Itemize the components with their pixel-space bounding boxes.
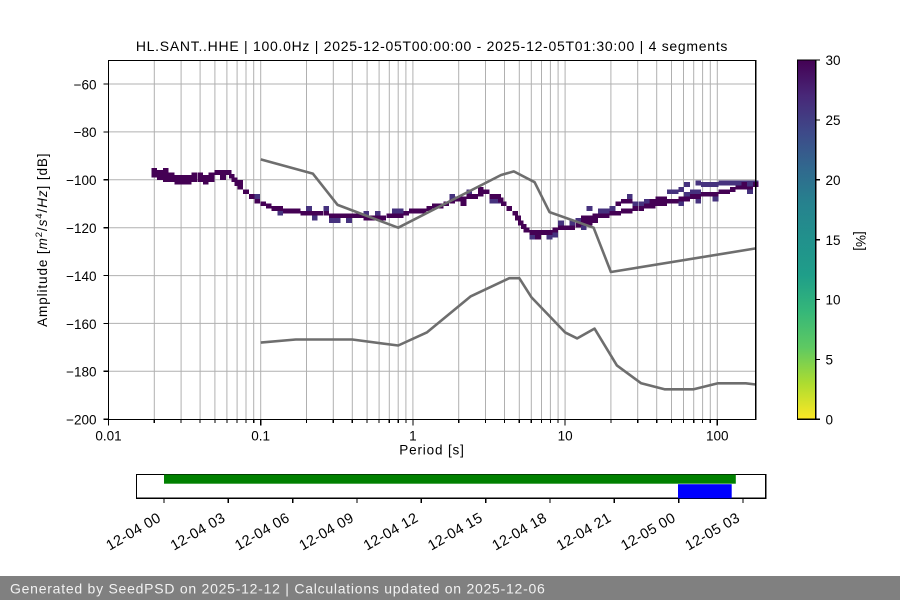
svg-text:−120: −120 <box>66 221 96 236</box>
svg-text:−140: −140 <box>66 269 96 284</box>
svg-text:30: 30 <box>826 53 841 68</box>
svg-text:Generated by SeedPSD on 2025-1: Generated by SeedPSD on 2025-12-12 | Cal… <box>10 581 546 597</box>
svg-text:1: 1 <box>409 429 417 444</box>
svg-text:−160: −160 <box>66 317 96 332</box>
svg-text:[%]: [%] <box>853 231 868 251</box>
svg-text:HL.SANT..HHE | 100.0Hz | 2025-: HL.SANT..HHE | 100.0Hz | 2025-12-05T00:0… <box>136 38 728 54</box>
svg-text:−180: −180 <box>66 365 96 380</box>
svg-text:10: 10 <box>558 429 573 444</box>
svg-text:0.01: 0.01 <box>95 429 121 444</box>
svg-text:25: 25 <box>826 113 841 128</box>
svg-text:20: 20 <box>826 173 841 188</box>
svg-text:−60: −60 <box>74 77 97 92</box>
svg-text:15: 15 <box>826 233 841 248</box>
svg-text:−80: −80 <box>74 125 97 140</box>
svg-text:−100: −100 <box>66 173 96 188</box>
svg-text:100: 100 <box>706 429 729 444</box>
svg-text:Amplitude [m2/s4/Hz] [dB]: Amplitude [m2/s4/Hz] [dB] <box>34 153 50 327</box>
svg-text:Period [s]: Period [s] <box>399 443 465 458</box>
svg-text:−200: −200 <box>66 413 96 428</box>
svg-text:0.1: 0.1 <box>251 429 270 444</box>
svg-text:0: 0 <box>826 412 834 427</box>
svg-text:10: 10 <box>826 293 841 308</box>
svg-text:5: 5 <box>826 353 834 368</box>
